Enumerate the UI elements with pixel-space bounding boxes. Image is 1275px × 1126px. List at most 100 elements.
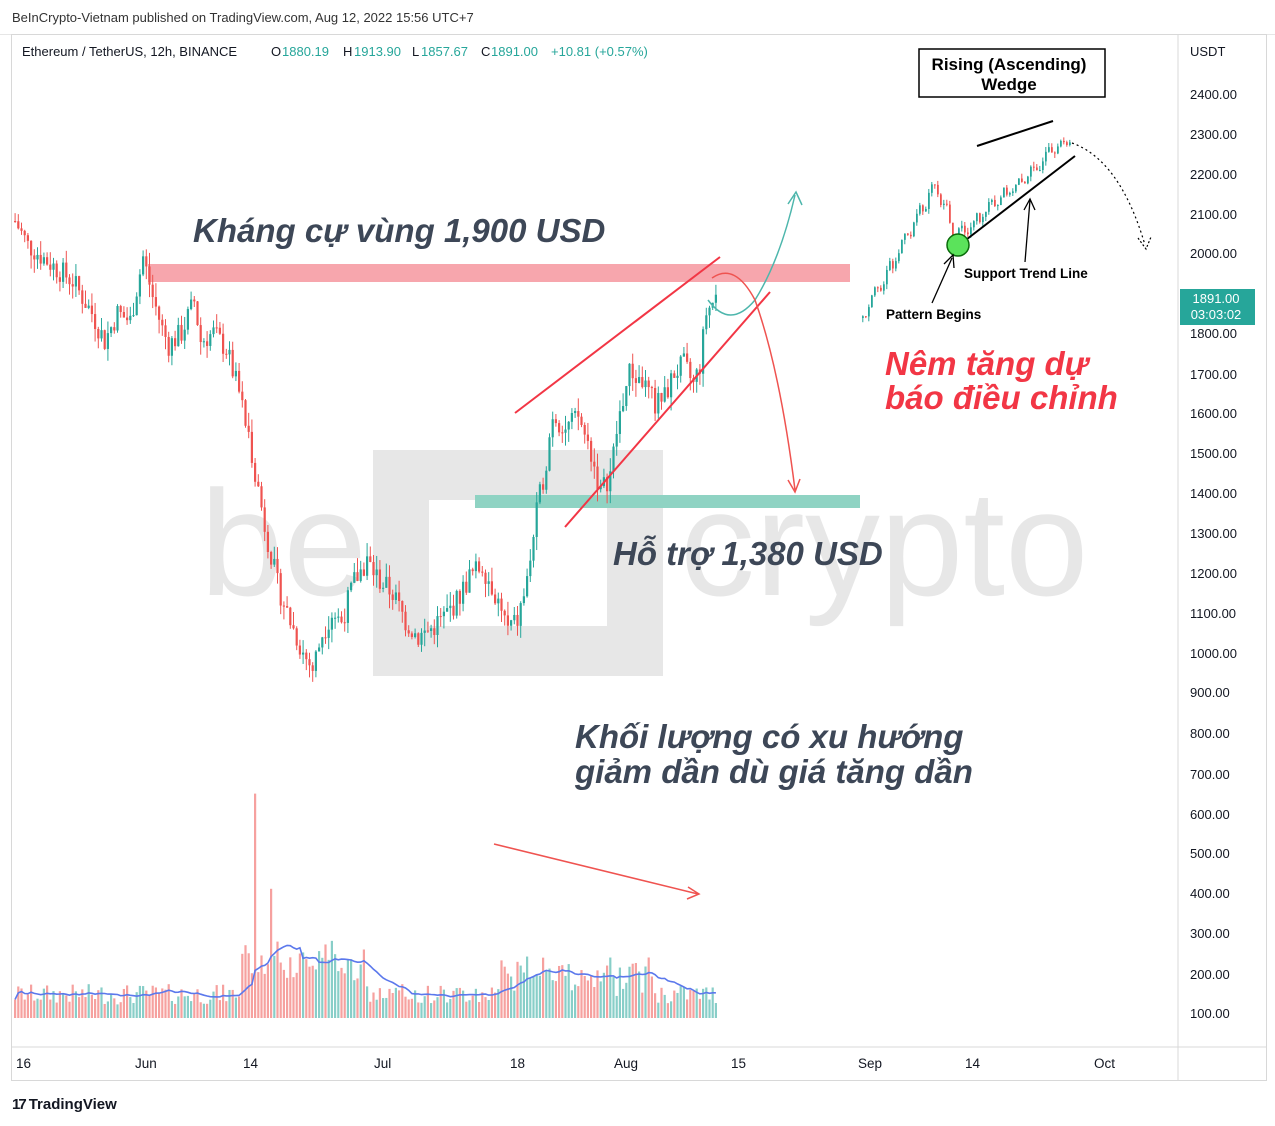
- volume-bar: [359, 964, 362, 1018]
- volume-bar: [439, 985, 442, 1018]
- candle-body: [100, 330, 103, 339]
- candle-body: [378, 569, 381, 589]
- volume-bar: [337, 971, 340, 1018]
- candle-body: [231, 349, 234, 377]
- volume-bar: [385, 997, 388, 1018]
- candle-body: [234, 370, 237, 377]
- candle-body: [599, 486, 602, 490]
- candle-body: [282, 605, 285, 607]
- close-label: C: [481, 44, 490, 59]
- volume-bar: [174, 1003, 177, 1018]
- inset-projection-head: [1137, 236, 1152, 251]
- inset-candle-body: [1018, 178, 1020, 185]
- support-label-arrow: [1024, 199, 1031, 263]
- candle-body: [481, 571, 484, 573]
- candle-body: [337, 616, 340, 618]
- candle-body: [465, 581, 468, 593]
- candle-body: [625, 386, 628, 407]
- volume-bar: [241, 953, 244, 1018]
- inset-candle-body: [862, 316, 864, 318]
- volume-bar: [84, 997, 87, 1018]
- candle-body: [554, 419, 557, 424]
- close-value: 1891.00: [491, 44, 538, 59]
- volume-bar: [618, 967, 621, 1018]
- volume-bar: [286, 977, 289, 1018]
- volume-bar: [388, 988, 391, 1018]
- open-value: 1880.19: [282, 44, 329, 59]
- candle-body: [382, 587, 385, 589]
- volume-bar: [122, 988, 125, 1018]
- volume-bar: [596, 970, 599, 1018]
- volume-bar: [138, 985, 141, 1018]
- volume-bar: [580, 970, 583, 1018]
- volume-bar: [484, 997, 487, 1018]
- candle-body: [174, 338, 177, 347]
- candle-body: [634, 378, 637, 383]
- candle-body: [42, 257, 45, 264]
- candle-body: [708, 307, 711, 316]
- tradingview-logo[interactable]: 17 TradingView: [12, 1096, 117, 1113]
- volume-bar: [583, 976, 586, 1018]
- volume-bar: [676, 992, 679, 1018]
- candle-body: [542, 484, 545, 490]
- candle-body: [170, 338, 173, 356]
- inset-candle-body: [991, 199, 993, 203]
- wedge-upper-line: [514, 256, 721, 414]
- candle-body: [138, 274, 141, 297]
- volume-bar: [398, 990, 401, 1018]
- volume-bar: [135, 992, 138, 1018]
- ohlc-legend: Ethereum / TetherUS, 12h, BINANCE O 1880…: [22, 44, 648, 59]
- inset-candle-body: [928, 192, 930, 209]
- volume-bar: [148, 995, 151, 1018]
- candle-body: [516, 614, 519, 626]
- high-label: H: [343, 44, 352, 59]
- volume-bar: [276, 941, 279, 1018]
- candle-body: [20, 228, 23, 231]
- candle-body: [126, 317, 129, 321]
- volume-bar: [129, 997, 132, 1018]
- volume-bar: [298, 953, 301, 1018]
- candle-body: [487, 581, 490, 584]
- candle-body: [654, 388, 657, 414]
- candle-body: [618, 411, 621, 434]
- candle-body: [676, 375, 679, 378]
- volume-bar: [177, 996, 180, 1018]
- watermark-mark-right: [607, 450, 663, 676]
- volume-bar: [39, 999, 42, 1018]
- time-tick-9: Oct: [1094, 1056, 1115, 1071]
- candle-body: [628, 363, 631, 387]
- candle-body: [686, 353, 689, 362]
- candle-body: [574, 411, 577, 414]
- volume-bar: [30, 984, 33, 1018]
- inset-candle-body: [916, 213, 918, 223]
- last-price-tag: 1891.00 03:03:02: [1180, 289, 1255, 325]
- candle-body: [94, 314, 97, 329]
- volume-bar: [590, 975, 593, 1018]
- volume-bar: [615, 995, 618, 1018]
- volume-bar: [305, 959, 308, 1018]
- inset-candle-body: [895, 261, 897, 269]
- candle-body: [273, 558, 276, 565]
- candle-body: [609, 471, 612, 492]
- candle-body: [78, 276, 81, 291]
- candle-body: [260, 486, 263, 508]
- volume-bar: [14, 999, 17, 1018]
- candle-body: [570, 413, 573, 422]
- candle-body: [388, 576, 391, 595]
- volume-bar: [78, 997, 81, 1018]
- volume-bar: [382, 998, 385, 1018]
- volume-bar: [567, 964, 570, 1018]
- candle-body: [346, 590, 349, 623]
- volume-bar: [417, 1002, 420, 1018]
- volume-bar: [510, 976, 513, 1018]
- volume-bar: [666, 1003, 669, 1018]
- candle-body: [446, 608, 449, 612]
- volume-bar: [490, 987, 493, 1018]
- volume-bar: [468, 1000, 471, 1018]
- volume-bar: [494, 992, 497, 1018]
- candle-body: [615, 433, 618, 447]
- candle-body: [74, 276, 77, 287]
- candle-body: [244, 400, 247, 426]
- candle-body: [167, 336, 170, 356]
